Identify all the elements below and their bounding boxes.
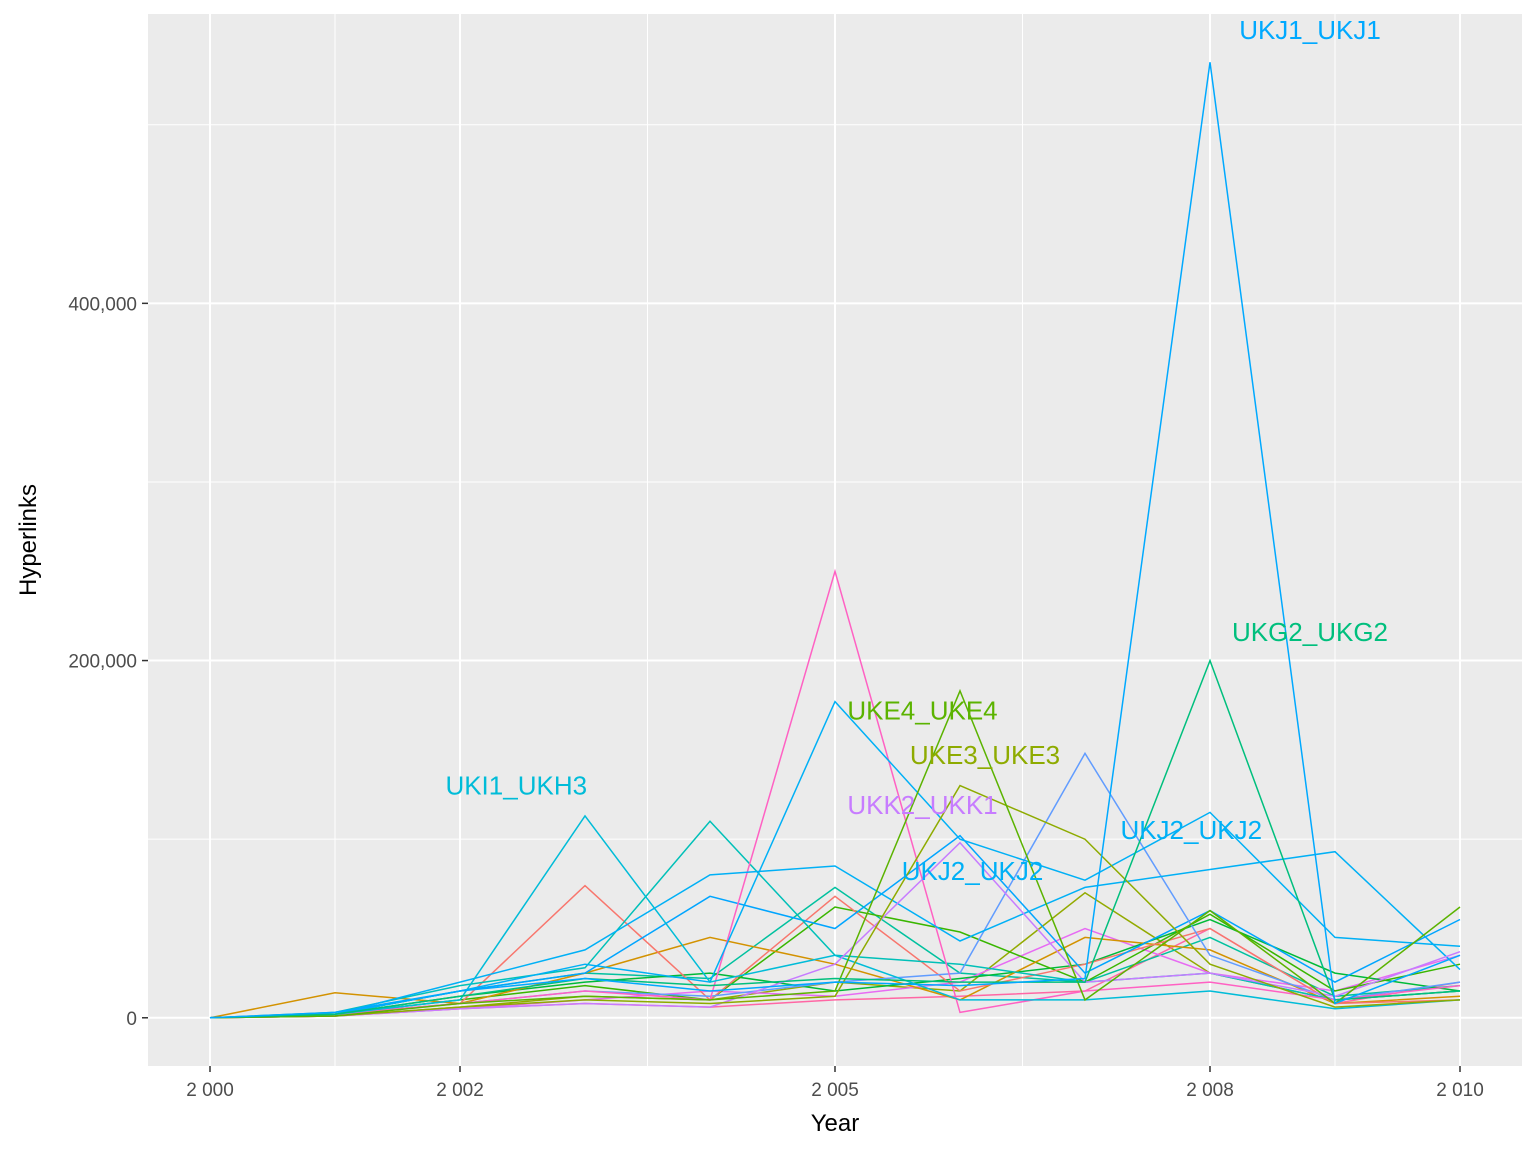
series-label: UKG2_UKG2	[1232, 617, 1388, 647]
x-tick-label: 2 000	[186, 1080, 234, 1101]
series-line-ukj2_ukj2	[209, 850, 1461, 1019]
major-gridlines	[148, 14, 1522, 1066]
y-tick-label: 0	[126, 1009, 137, 1030]
y-tick-label: 400,000	[68, 294, 137, 315]
x-axis-title: Year	[811, 1110, 860, 1137]
series-line-uki1_ukh3	[209, 814, 1461, 1019]
x-axis: 2 000 2 002 2 005 2 008 2 010	[186, 1066, 1484, 1101]
x-tick-label: 2 008	[1186, 1080, 1234, 1101]
series-labels: UKJ1_UKJ1 UKG2_UKG2 UKE4_UKE4 UKE3_UKE3 UKI1…	[445, 15, 1388, 886]
series-label: UKE3_UKE3	[910, 740, 1060, 770]
series-line-uke4_uke4	[209, 688, 1461, 1019]
y-tick-label: 200,000	[68, 652, 137, 673]
series-line-uke3_uke3	[209, 784, 1461, 1019]
series-label: UKK2_UKK1	[847, 790, 997, 820]
series-label: UKJ2_UKJ2	[902, 856, 1044, 886]
series-lines	[209, 62, 1461, 1019]
series-label: UKI1_UKH3	[445, 771, 587, 801]
x-tick-label: 2 002	[436, 1080, 484, 1101]
series-line-ukk2_ukk1	[209, 841, 1461, 1019]
series-label: UKE4_UKE4	[847, 696, 997, 726]
y-axis-title: Hyperlinks	[15, 484, 42, 596]
x-tick-label: 2 005	[811, 1080, 859, 1101]
series-line-ukg2_ukg2	[209, 658, 1461, 1019]
series-label: UKJ2_UKJ2	[1120, 815, 1262, 845]
x-tick-label: 2 010	[1436, 1080, 1484, 1101]
series-label: UKJ1_UKJ1	[1239, 15, 1381, 45]
series-line-ukj1_ukj1	[209, 62, 1461, 1019]
y-axis: 0 200,000 400,000	[68, 294, 148, 1030]
